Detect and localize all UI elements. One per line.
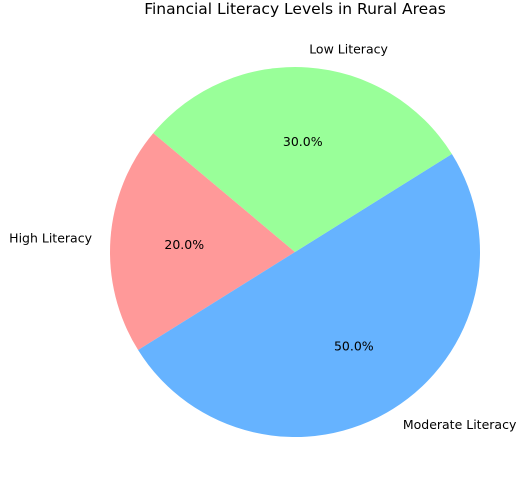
- pie-slices: [110, 67, 481, 438]
- slice-label-low-literacy: Low Literacy: [309, 41, 388, 56]
- pct-label-low-literacy: 30.0%: [283, 134, 323, 149]
- pie-labels: 20.0% High Literacy 50.0% Moderate Literacy…: [9, 41, 517, 432]
- chart-title: Financial Literacy Levels in Rural Areas: [144, 0, 446, 18]
- pie-slice-low-literacy: [153, 67, 452, 252]
- pct-label-high-literacy: 20.0%: [164, 237, 204, 252]
- pie-slice-high-literacy: [110, 133, 295, 351]
- slice-label-moderate-literacy: Moderate Literacy: [403, 417, 517, 432]
- pct-label-moderate-literacy: 50.0%: [334, 339, 374, 354]
- slice-label-high-literacy: High Literacy: [9, 230, 92, 245]
- pie-slice-moderate-literacy: [138, 153, 481, 438]
